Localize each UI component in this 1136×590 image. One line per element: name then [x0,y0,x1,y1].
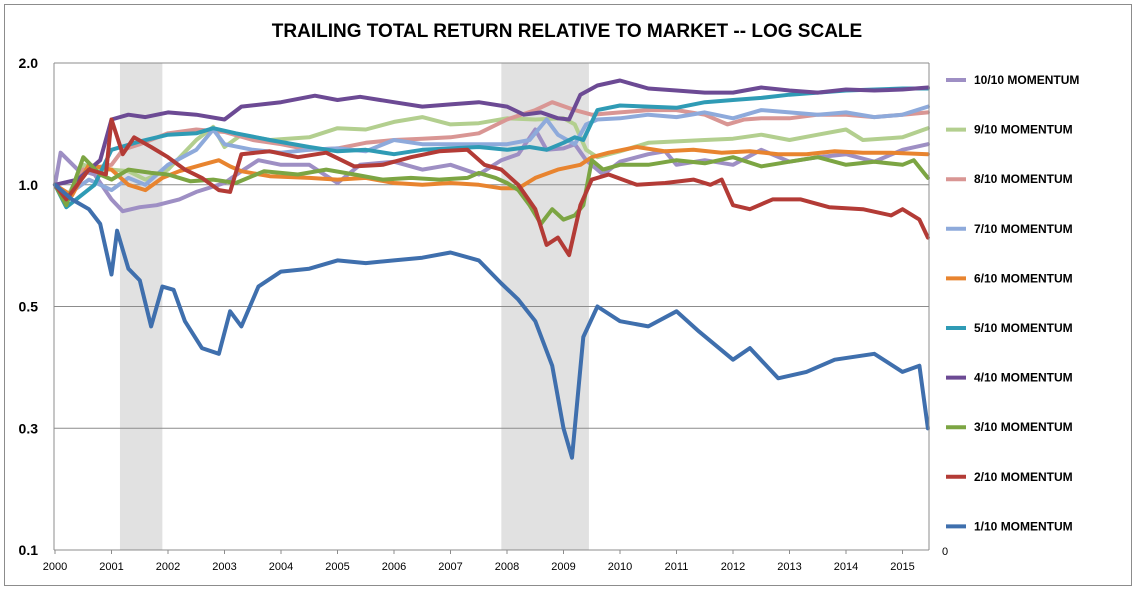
legend-label: 9/10 MOMENTUM [974,123,1073,137]
x-tick-label: 2005 [325,561,349,573]
y-tick-label: 1.0 [19,177,39,193]
series-line-5-of-10 [53,86,930,210]
y-tick-label: 0.1 [19,542,39,558]
x-tick-label: 2012 [721,561,745,573]
series-line-9-of-10 [53,115,930,202]
legend-label: 1/10 MOMENTUM [974,519,1073,533]
legend-item[interactable]: 1/10 MOMENTUM [946,519,1073,533]
x-tick-label: 2006 [382,561,406,573]
x-tick-label: 2002 [156,561,180,573]
x-tick-label: 2013 [777,561,801,573]
legend-item[interactable]: 9/10 MOMENTUM [946,123,1073,137]
series-line-1-of-10 [53,182,930,460]
x-tick-label: 2010 [608,561,632,573]
series-line-6-of-10 [53,145,930,198]
series-line-3-of-10 [53,155,930,226]
x-tick-label: 2015 [890,561,914,573]
legend-item[interactable]: 3/10 MOMENTUM [946,420,1073,434]
legend-label: 3/10 MOMENTUM [974,420,1073,434]
secondary-axis-label: 0 [942,546,948,558]
legend-item[interactable]: 8/10 MOMENTUM [946,172,1073,186]
x-tick-label: 2009 [551,561,575,573]
legend-label: 8/10 MOMENTUM [974,172,1073,186]
y-tick-label: 0.3 [19,420,39,436]
x-tick-label: 2003 [212,561,236,573]
legend-item[interactable]: 10/10 MOMENTUM [946,73,1079,87]
series-line-4-of-10 [53,78,930,187]
legend-item[interactable]: 5/10 MOMENTUM [946,321,1073,335]
legend-label: 10/10 MOMENTUM [974,73,1079,87]
legend-item[interactable]: 4/10 MOMENTUM [946,371,1073,385]
legend-label: 6/10 MOMENTUM [974,271,1073,285]
y-tick-label: 0.5 [19,299,39,315]
legend-item[interactable]: 7/10 MOMENTUM [946,222,1073,236]
x-tick-label: 2001 [99,561,123,573]
x-tick-label: 2008 [495,561,519,573]
legend-item[interactable]: 2/10 MOMENTUM [946,470,1073,484]
series-line-2-of-10 [53,117,930,258]
y-tick-label: 2.0 [19,55,39,71]
x-tick-label: 2011 [665,561,689,573]
x-tick-label: 2014 [834,561,858,573]
legend-label: 4/10 MOMENTUM [974,371,1073,385]
legend-label: 7/10 MOMENTUM [974,222,1073,236]
x-tick-label: 2004 [269,561,293,573]
chart-title: TRAILING TOTAL RETURN RELATIVE TO MARKET… [272,21,862,42]
x-tick-label: 2000 [43,561,67,573]
x-tick-label: 2007 [438,561,462,573]
legend-label: 5/10 MOMENTUM [974,321,1073,335]
legend-item[interactable]: 6/10 MOMENTUM [946,271,1073,285]
legend-label: 2/10 MOMENTUM [974,470,1073,484]
